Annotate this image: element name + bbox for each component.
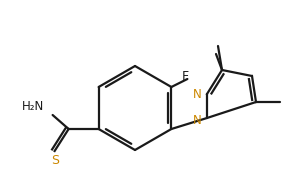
Text: F: F (182, 70, 189, 83)
Text: N: N (193, 87, 201, 100)
Text: N: N (193, 113, 201, 126)
Text: S: S (51, 154, 59, 167)
Text: H₂N: H₂N (21, 100, 44, 113)
